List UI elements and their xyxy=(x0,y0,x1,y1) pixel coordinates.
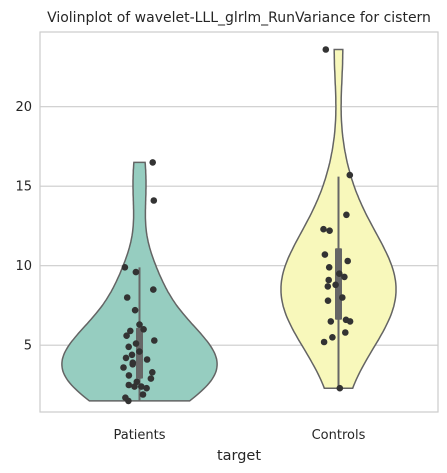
data-point xyxy=(132,340,140,347)
data-point xyxy=(329,334,336,341)
data-point xyxy=(336,270,343,278)
data-point xyxy=(139,391,147,398)
data-point xyxy=(326,227,333,234)
y-tick-label: 5 xyxy=(24,339,32,354)
data-point xyxy=(344,257,352,265)
data-point xyxy=(140,326,147,333)
data-point xyxy=(150,197,158,204)
data-point xyxy=(125,381,133,389)
data-point xyxy=(151,337,158,344)
data-point xyxy=(125,343,132,351)
data-point xyxy=(324,297,332,305)
data-point xyxy=(131,306,139,314)
data-point xyxy=(121,264,129,271)
data-point xyxy=(327,318,335,325)
tick-labels: 5 10 15 20 Patients Controls xyxy=(15,100,365,443)
data-point xyxy=(136,321,143,328)
y-tick-label: 20 xyxy=(15,100,32,115)
data-point xyxy=(127,327,134,335)
data-point xyxy=(125,397,132,405)
data-point xyxy=(123,332,130,340)
data-point xyxy=(128,351,136,359)
data-point xyxy=(332,281,339,289)
data-point xyxy=(123,294,131,301)
data-point xyxy=(346,171,354,179)
y-tick-label: 10 xyxy=(15,259,32,274)
data-point xyxy=(122,354,130,362)
data-point xyxy=(324,283,332,290)
x-axis-label: target xyxy=(217,448,261,464)
data-point xyxy=(149,369,156,376)
data-point xyxy=(346,318,354,325)
data-point xyxy=(321,251,329,258)
data-point xyxy=(341,273,348,281)
data-point xyxy=(336,384,344,392)
data-point xyxy=(131,383,138,390)
data-point xyxy=(120,364,127,371)
y-tick-label: 15 xyxy=(15,180,32,195)
data-point xyxy=(339,294,346,301)
data-point xyxy=(325,276,333,284)
data-point xyxy=(320,338,328,346)
data-point xyxy=(125,372,133,379)
chart-title: Violinplot of wavelet-LLL_glrlm_RunVaria… xyxy=(47,10,431,26)
data-point xyxy=(136,348,143,355)
data-point xyxy=(149,159,156,166)
data-point xyxy=(143,384,150,392)
data-point xyxy=(325,264,333,271)
data-point xyxy=(150,286,157,293)
data-points xyxy=(120,46,354,405)
data-point xyxy=(320,225,327,233)
data-point xyxy=(147,375,155,382)
data-point xyxy=(138,383,145,390)
data-point xyxy=(143,356,151,363)
data-point xyxy=(343,211,350,219)
data-point xyxy=(342,329,349,336)
data-point xyxy=(129,361,136,368)
x-tick-label: Controls xyxy=(312,428,366,443)
x-tick-label: Patients xyxy=(113,428,165,443)
data-point xyxy=(322,46,330,53)
data-point xyxy=(132,268,140,276)
